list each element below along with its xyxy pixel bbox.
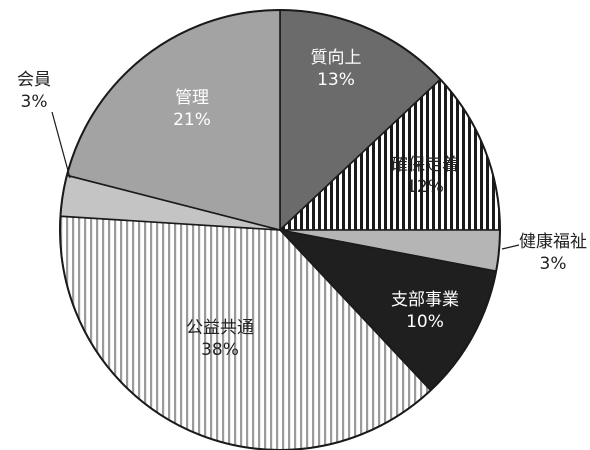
slice-percent-label: 12% — [406, 177, 444, 197]
slice-name-label: 公益共通 — [186, 318, 254, 338]
slice-name-label: 支部事業 — [391, 290, 459, 310]
slice-percent-label: 21% — [173, 110, 211, 130]
slice-name-label: 質向上 — [311, 48, 362, 68]
slice-name-label: 健康福祉 — [519, 232, 587, 252]
leader-line-3 — [501, 244, 520, 250]
slice-percent-label: 13% — [317, 70, 355, 90]
slice-percent-label: 3% — [540, 254, 567, 274]
slice-name-label: 会員 — [17, 70, 51, 90]
leader-line-6 — [51, 111, 71, 179]
slice-name-label: 管理 — [175, 88, 209, 108]
pie-outline — [59, 9, 501, 450]
slice-percent-label: 38% — [201, 340, 239, 360]
slice-percent-label: 10% — [406, 312, 444, 332]
pie-slices — [59, 9, 501, 450]
slice-name-label: 確保定着 — [391, 155, 459, 175]
slice-percent-label: 3% — [21, 92, 48, 112]
